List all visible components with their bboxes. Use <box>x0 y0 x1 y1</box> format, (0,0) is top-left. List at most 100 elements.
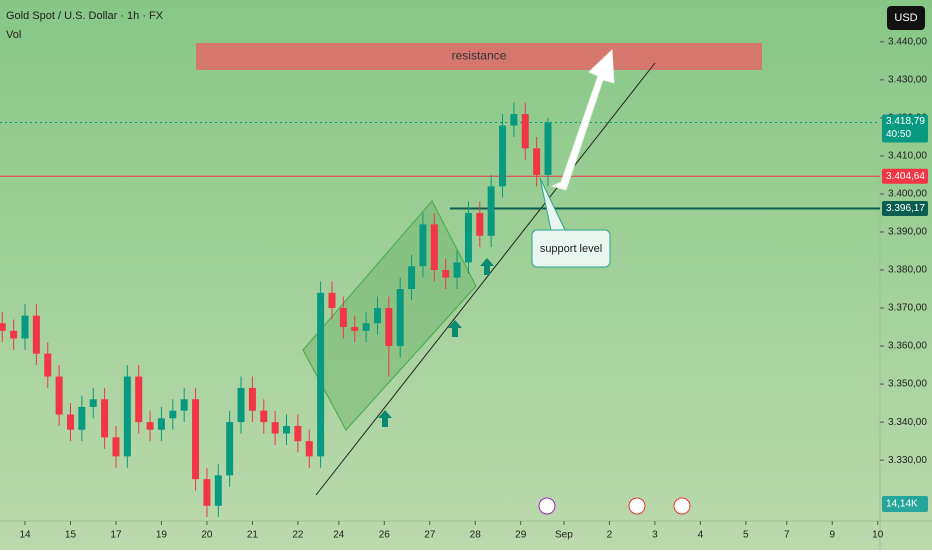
candle <box>248 376 256 423</box>
candle-body <box>32 315 40 354</box>
up-arrow <box>448 320 462 337</box>
x-tick-label: 7 <box>784 530 790 541</box>
candle-body <box>317 292 325 457</box>
candle <box>214 463 222 518</box>
candle <box>533 136 541 187</box>
candle <box>157 406 165 442</box>
candle-body <box>135 376 143 423</box>
x-tick-label: 27 <box>424 530 436 541</box>
candle-body <box>373 308 381 324</box>
up-arrow <box>480 258 494 275</box>
candle-body <box>328 292 336 309</box>
candle-body <box>192 399 200 480</box>
candle <box>396 277 404 358</box>
volume-title: Vol <box>6 29 21 41</box>
candle <box>453 250 461 290</box>
candle-body <box>66 414 74 430</box>
candle-body <box>453 262 461 278</box>
candle <box>521 102 529 160</box>
candle-body <box>248 387 256 411</box>
candle <box>385 296 393 377</box>
candle-body <box>464 212 472 263</box>
candle-body <box>294 425 302 442</box>
candle-body <box>351 327 359 331</box>
candle <box>442 258 450 290</box>
currency[interactable]: USD <box>894 12 917 24</box>
candle-body <box>487 186 495 236</box>
trendline <box>315 62 656 496</box>
candle <box>408 254 416 301</box>
candle-body <box>157 418 165 430</box>
candle <box>499 114 507 198</box>
candle-body <box>55 376 63 415</box>
resistance-label: resistance <box>452 49 507 63</box>
x-tick-label: 22 <box>292 530 304 541</box>
candle <box>10 319 18 350</box>
x-tick-label: 29 <box>515 530 527 541</box>
candle <box>123 365 131 468</box>
y-tick-label: 3.360,00 <box>888 341 927 352</box>
currency-badge[interactable] <box>887 6 925 30</box>
candle <box>21 304 29 350</box>
candle <box>260 399 268 434</box>
candle <box>464 201 472 274</box>
candle-body <box>533 148 541 175</box>
candle <box>112 425 120 468</box>
up-arrow <box>378 410 392 427</box>
candle-body <box>362 323 370 331</box>
y-tick-label: 3.410,00 <box>888 151 927 162</box>
volume-label: 14,14K <box>886 499 918 510</box>
candle-body <box>237 387 245 423</box>
candle-body <box>283 425 291 434</box>
x-tick-label: 3 <box>652 530 658 541</box>
candle-body <box>430 224 438 271</box>
candle <box>180 387 188 423</box>
price-tag-label: 3.404,64 <box>886 171 925 182</box>
candle-body <box>396 289 404 347</box>
candle-body <box>89 399 97 407</box>
y-tick-label: 3.370,00 <box>888 303 927 314</box>
candle <box>237 376 245 434</box>
price-tag <box>882 201 928 217</box>
candle <box>419 212 427 278</box>
candle <box>339 296 347 339</box>
x-tick-label: 9 <box>829 530 835 541</box>
candle <box>362 311 370 343</box>
candle <box>351 315 359 343</box>
candle-body <box>101 399 109 438</box>
candle <box>32 304 40 366</box>
y-tick-label: 3.430,00 <box>888 75 927 86</box>
x-tick-label: 2 <box>607 530 613 541</box>
candle <box>317 281 325 468</box>
candle-body <box>44 353 52 377</box>
x-tick-label: 19 <box>156 530 168 541</box>
candle-body <box>214 475 222 506</box>
candle <box>283 414 291 445</box>
candle <box>476 201 484 248</box>
candle-body <box>385 308 393 347</box>
y-tick-label: 3.350,00 <box>888 379 927 390</box>
candle-body <box>146 422 154 430</box>
countdown: 40:50 <box>886 129 911 140</box>
volume-tag <box>882 496 928 512</box>
candle <box>146 410 154 442</box>
candle <box>203 467 211 518</box>
candle <box>192 387 200 491</box>
y-tick-label: 3.390,00 <box>888 227 927 238</box>
chart-title: Gold Spot / U.S. Dollar · 1h · FX <box>6 10 164 22</box>
candle-body <box>260 410 268 423</box>
callout <box>531 229 611 268</box>
candle-body <box>78 406 86 430</box>
candle <box>0 311 6 343</box>
x-tick-label: 14 <box>19 530 31 541</box>
x-tick-label: 17 <box>110 530 122 541</box>
candle-body <box>226 422 234 476</box>
y-tick-label: 3.400,00 <box>888 189 927 200</box>
candle-body <box>112 437 120 457</box>
candle <box>101 387 109 449</box>
candle <box>305 429 313 468</box>
candle <box>44 342 52 388</box>
